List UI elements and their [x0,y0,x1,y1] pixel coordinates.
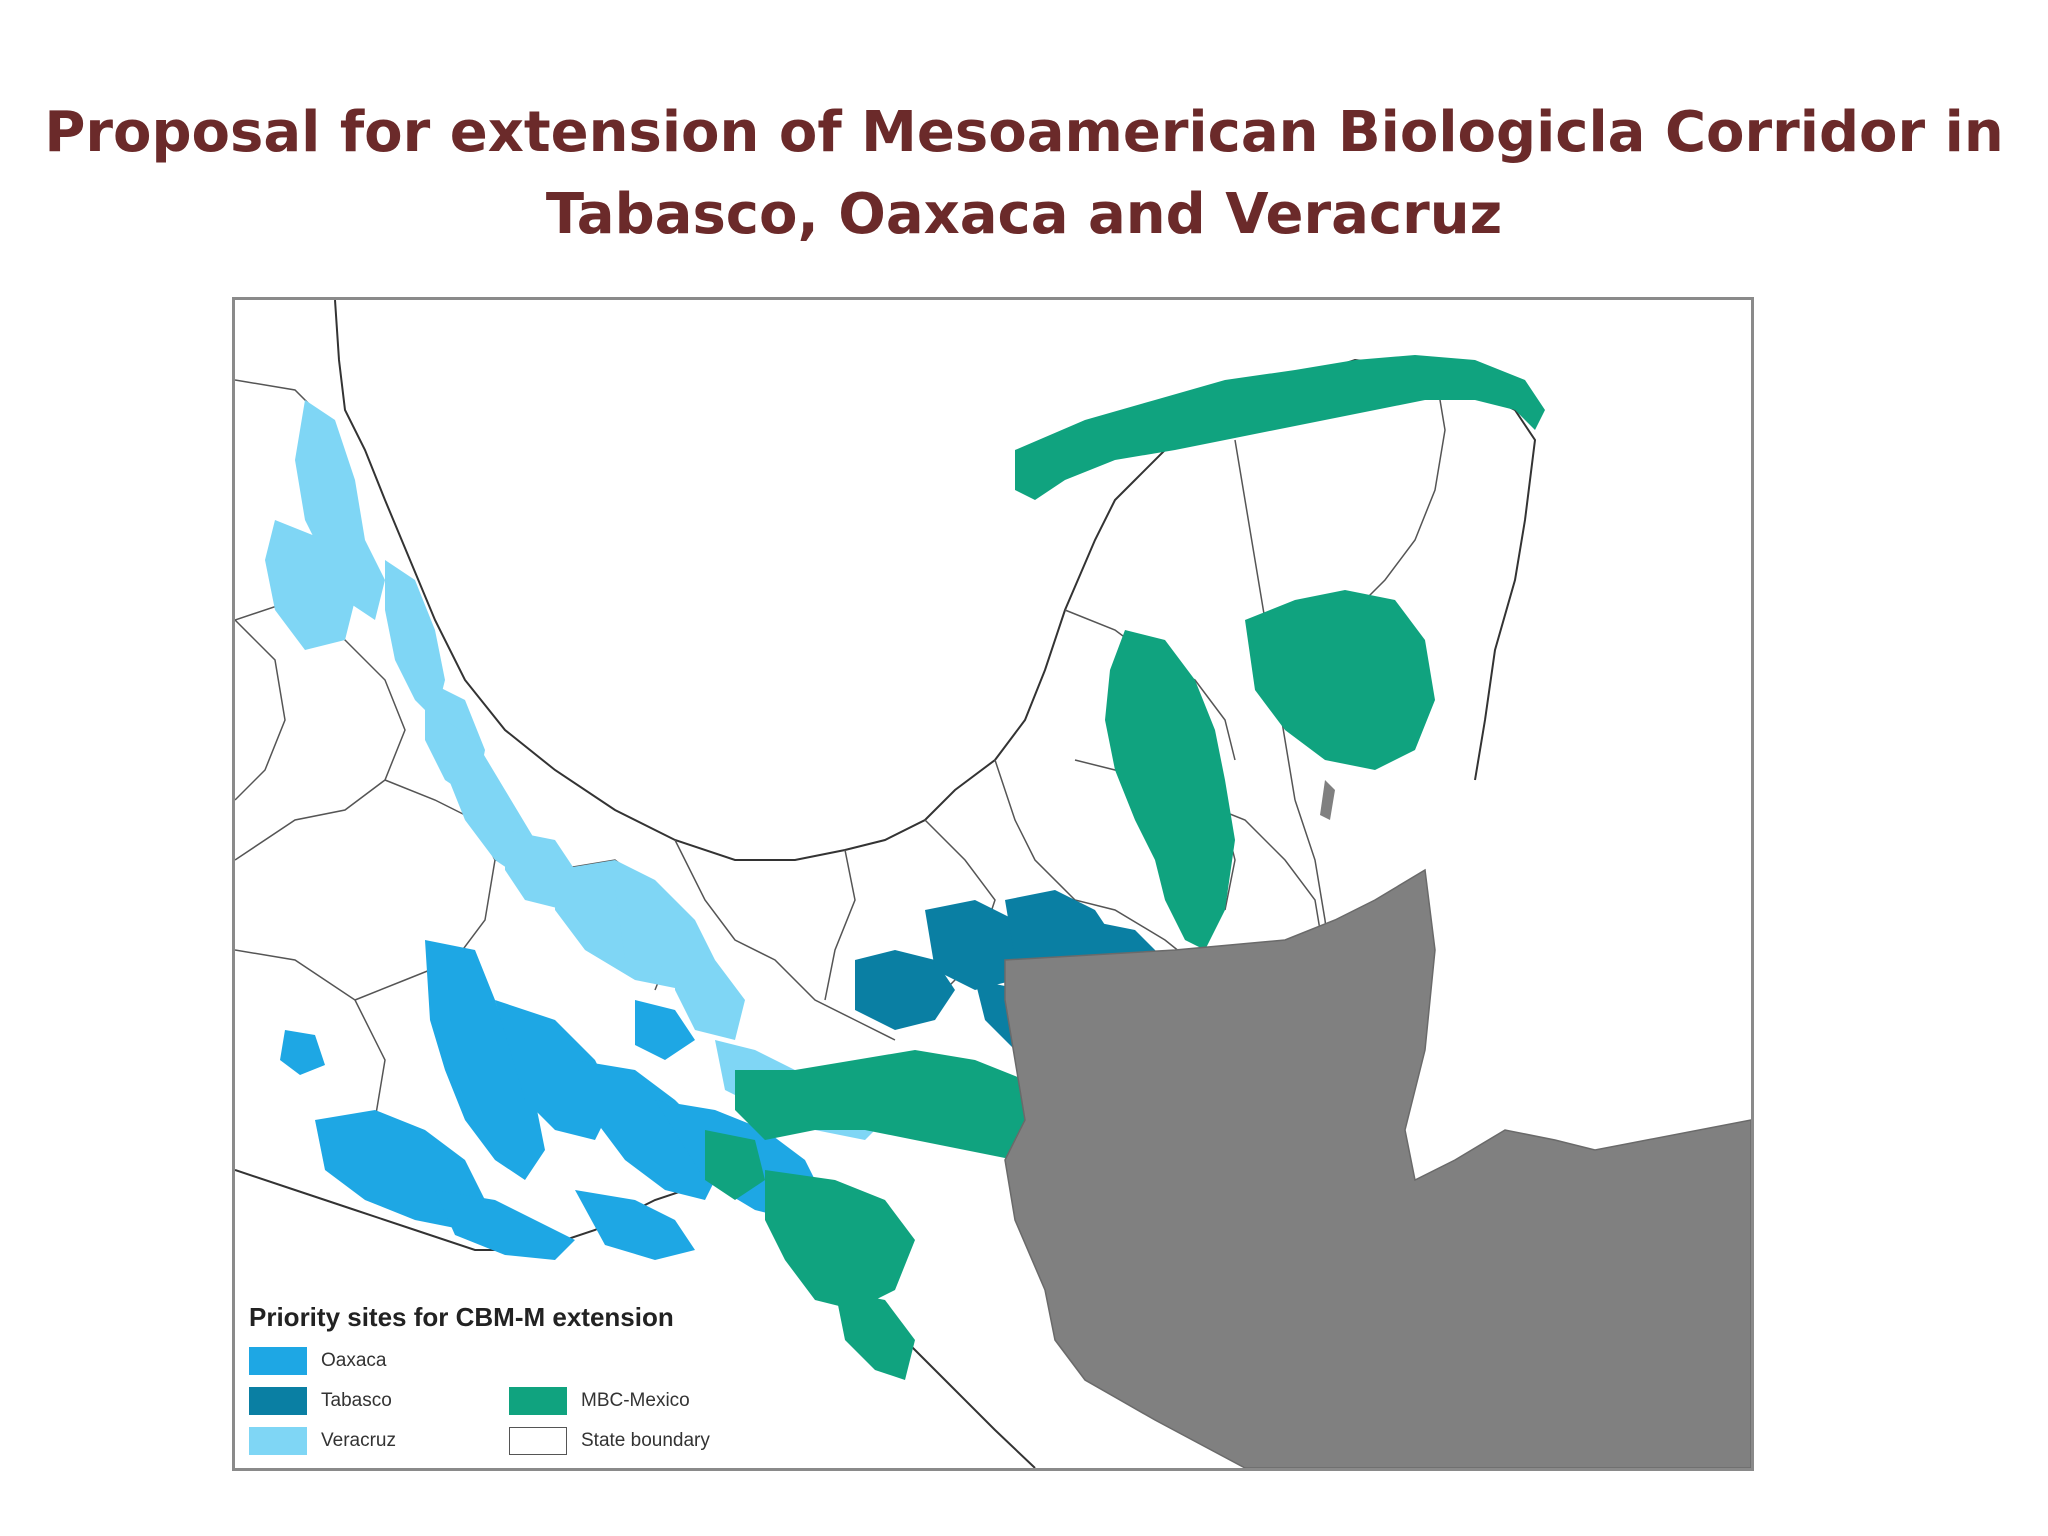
map-legend: Priority sites for CBM-M extension Oaxac… [249,1302,809,1455]
legend-label-state-boundary: State boundary [581,1430,710,1451]
legend-item-mbc-mexico: MBC-Mexico [509,1386,690,1416]
map-canvas [235,300,1751,1468]
legend-label-tabasco: Tabasco [321,1390,392,1411]
legend-swatch-veracruz [249,1427,307,1455]
map-frame: Priority sites for CBM-M extension Oaxac… [232,297,1754,1471]
legend-title: Priority sites for CBM-M extension [249,1302,674,1332]
island [1320,780,1335,820]
legend-item-tabasco: Tabasco [249,1386,392,1416]
legend-item-oaxaca: Oaxaca [249,1346,386,1376]
outside-mexico-region [1004,868,1751,1468]
legend-item-state-boundary: State boundary [509,1426,710,1456]
legend-swatch-state-boundary [509,1427,567,1455]
legend-item-veracruz: Veracruz [249,1426,396,1456]
slide-title-line-1: Proposal for extension of Mesoamerican B… [44,100,2004,165]
legend-label-veracruz: Veracruz [321,1430,396,1451]
veracruz-priority-sites [265,400,895,1140]
slide-title-line-2: Tabasco, Oaxaca and Veracruz [545,182,1503,247]
legend-swatch-tabasco [249,1387,307,1415]
legend-swatch-oaxaca [249,1347,307,1375]
slide-title: Proposal for extension of Mesoamerican B… [0,92,2048,256]
legend-label-mbc-mexico: MBC-Mexico [581,1390,690,1411]
legend-label-oaxaca: Oaxaca [321,1350,387,1371]
legend-swatch-mbc-mexico [509,1387,567,1415]
